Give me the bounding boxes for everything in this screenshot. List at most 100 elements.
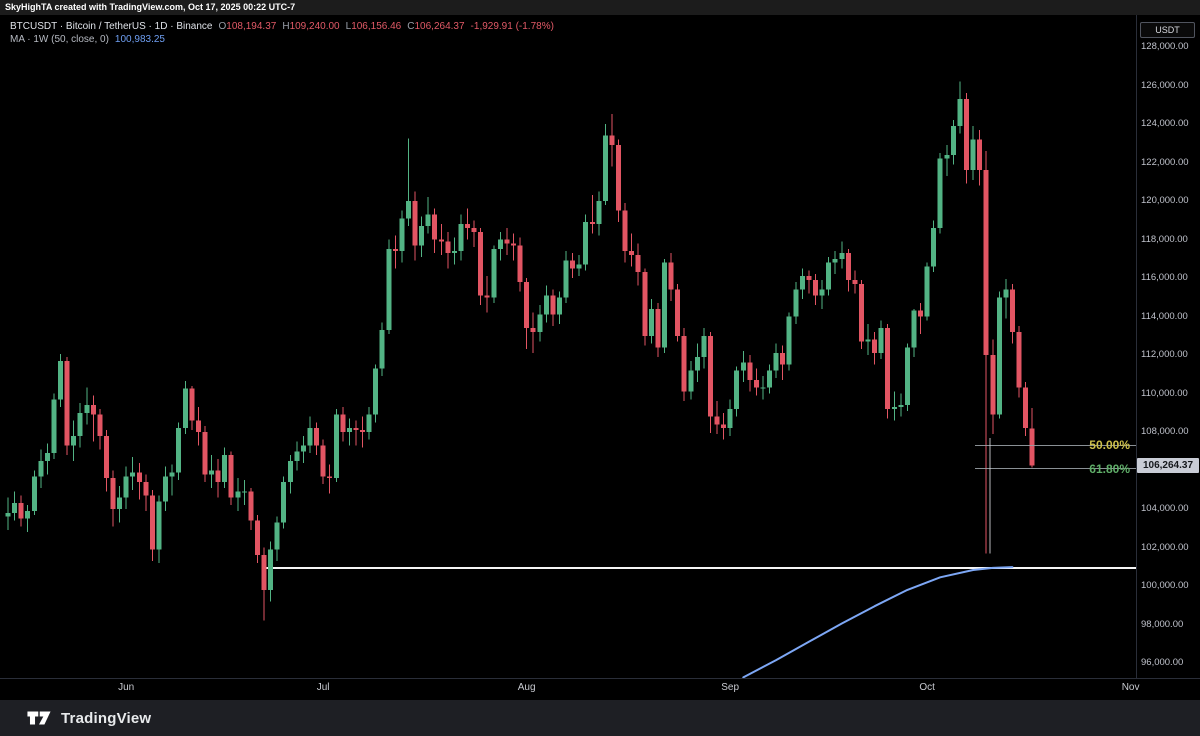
last-price-tag: 106,264.37 [1137,457,1199,473]
candle-body [360,430,366,432]
candle-body [543,295,549,315]
candle-body [635,254,641,273]
candle-body [878,328,884,354]
candle-body [307,428,313,446]
candle-body [511,243,517,246]
candle-body [944,154,950,159]
tradingview-brand-text[interactable]: TradingView [61,709,152,727]
low-label: L [345,21,352,32]
candle-body [235,491,241,498]
candle-body [451,251,457,253]
price-axis-label: 120,000.00 [1141,195,1189,206]
candle-body [576,264,582,269]
price-axis-label: 108,000.00 [1141,426,1189,437]
candle-body [799,276,805,290]
candle-body [990,355,996,415]
candle-body [550,295,556,315]
candle-body [721,424,727,429]
candle-body [629,251,635,255]
candle-body [898,405,904,407]
candle-body [701,335,707,357]
candle-body [911,310,917,348]
candle-body [865,339,871,342]
candle-body [44,453,50,461]
candle-body [386,249,392,330]
candle-body [530,328,536,332]
candle-body [872,339,878,354]
fib-level-label[interactable]: 50.00% [1089,438,1130,453]
price-axis-label: 114,000.00 [1141,310,1188,322]
candle-body [327,476,333,479]
tradingview-logo-icon[interactable] [26,709,52,727]
candle-body [1029,428,1035,466]
price-axis-label: 126,000.00 [1141,79,1189,91]
open-label: O [218,21,227,32]
candle-body [747,362,753,381]
currency-toggle-button[interactable]: USDT [1140,22,1195,38]
candle-body [228,455,234,498]
candle-body [18,503,24,519]
price-axis-label: 96,000.00 [1141,657,1184,668]
candle-body [655,308,661,348]
candle-body [438,239,444,242]
candle-body [156,501,162,550]
candle-body [1023,387,1029,429]
candle-body [77,412,83,436]
candle-body [524,281,530,329]
candle-body [858,283,864,342]
candle-body [556,297,562,315]
time-axis-label: Jul [316,682,330,693]
candle-body [274,522,280,550]
fib-level-label[interactable]: 61.80% [1089,461,1130,476]
candle-body [563,260,569,298]
candle-body [300,445,306,452]
candle-body [596,201,602,225]
candle-body [904,347,910,406]
candle-body [241,491,247,493]
candle-body [694,356,700,371]
candle-body [425,214,431,227]
price-axis[interactable]: USDT 106,264.37 [1137,15,1200,678]
chart-legend[interactable]: BTCUSDT · Bitcoin / TetherUS · 1D · Bina… [10,21,554,46]
candle-body [340,414,346,432]
snapshot-title-bar: SkyHighTA created with TradingView.com, … [0,0,1200,15]
candle-body [405,201,411,219]
candle-body [727,408,733,429]
candle-body [740,362,746,371]
candle-body [497,239,503,250]
open-value: 108,194.37 [226,21,277,32]
candle-body [839,252,845,259]
candle-body [366,414,372,432]
candle-body [786,316,792,365]
candle-body [84,405,90,413]
candle-body [478,231,484,296]
candle-body [793,289,799,317]
candle-body [950,125,956,155]
price-axis-label: 102,000.00 [1141,541,1189,553]
candle-body [123,476,129,498]
candle-body [996,297,1002,415]
candle-body [767,370,773,388]
candle-body [163,476,169,502]
time-axis-label: Sep [721,682,740,693]
candle-body [182,388,188,429]
candle-body [491,249,497,298]
chart-area[interactable]: BTCUSDT · Bitcoin / TetherUS · 1D · Bina… [0,0,1200,700]
candle-body [333,414,339,479]
candle-body [215,470,221,483]
candle-body [432,214,438,240]
ma-indicator-label: MA · 1W (50, close, 0) [10,34,109,45]
candle-body [465,224,471,228]
candle-body [195,420,201,432]
candle-body [149,495,155,550]
footer-bar: TradingView [0,700,1200,736]
candle-body [714,416,720,425]
candle-body [662,262,667,348]
candle-body [648,308,654,336]
time-axis-label: Jun [118,682,135,693]
candle-body [642,272,648,336]
candle-body [97,414,103,436]
candle-body [1016,331,1022,388]
candle-body [812,279,818,296]
